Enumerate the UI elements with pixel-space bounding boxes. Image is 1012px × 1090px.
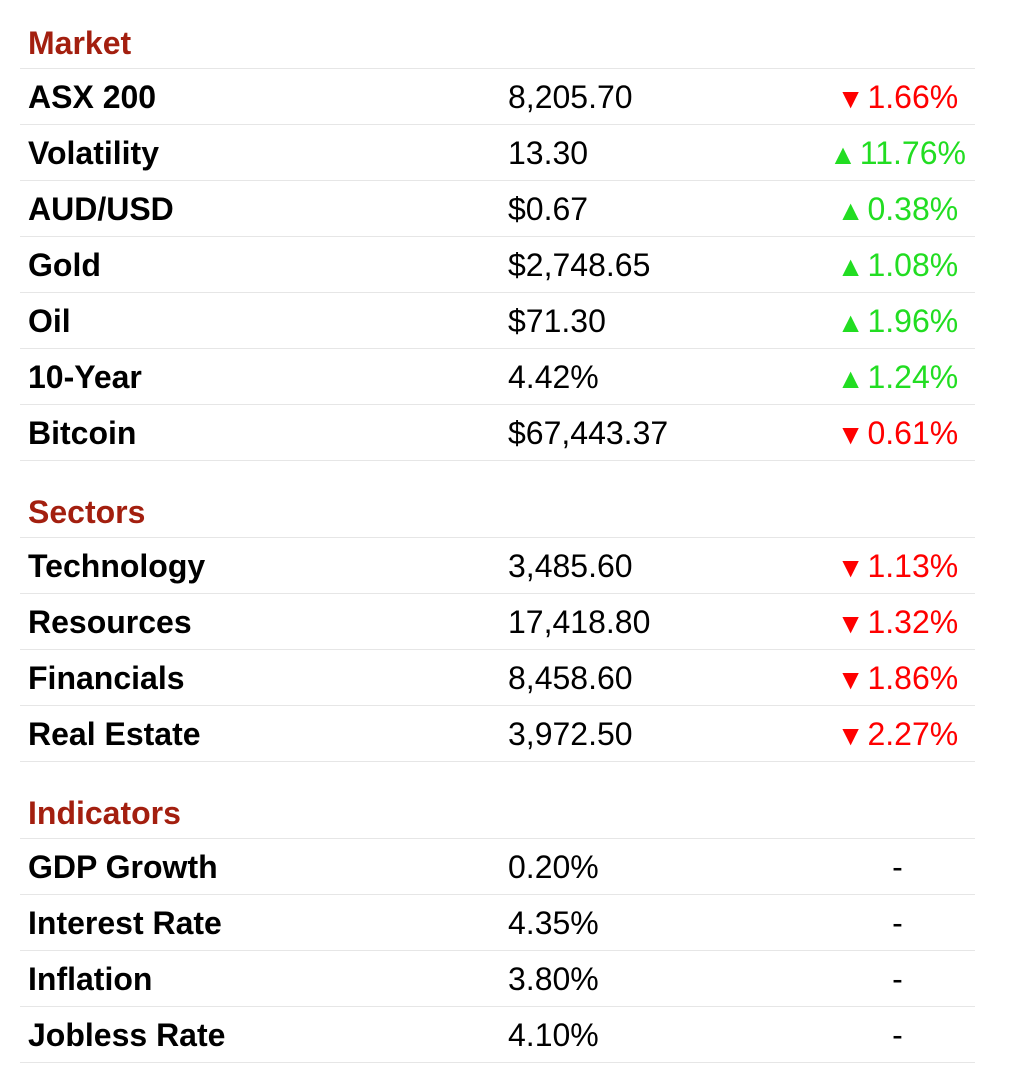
row-value: $71.30 — [508, 303, 606, 339]
table-row-resources: Resources 17,418.80 ▼1.32% — [20, 594, 975, 650]
row-value: $67,443.37 — [508, 415, 669, 451]
change-value: 0.38% — [867, 191, 959, 227]
down-arrow-icon: ▼ — [836, 83, 865, 114]
change-value: 1.32% — [867, 604, 959, 640]
change-value: 11.76% — [859, 135, 966, 171]
row-value: 8,458.60 — [508, 660, 633, 696]
table-row-bitcoin: Bitcoin $67,443.37 ▼0.61% — [20, 405, 975, 461]
row-value: 17,418.80 — [508, 604, 651, 640]
row-change: - — [892, 905, 903, 941]
up-arrow-icon: ▲ — [836, 363, 865, 394]
down-arrow-icon: ▼ — [836, 664, 865, 695]
row-name: Jobless Rate — [28, 1017, 226, 1053]
section-title-market: Market — [20, 14, 975, 69]
table-row-jobless-rate: Jobless Rate 4.10% - — [20, 1007, 975, 1063]
row-name: ASX 200 — [28, 79, 157, 115]
table-row-gdp-growth: GDP Growth 0.20% - — [20, 839, 975, 895]
section-title-sectors: Sectors — [20, 483, 975, 538]
row-change: ▲1.96% — [820, 293, 975, 348]
change-value: 0.61% — [867, 415, 959, 451]
change-value: 1.96% — [867, 303, 959, 339]
table-row-real-estate: Real Estate 3,972.50 ▼2.27% — [20, 706, 975, 762]
row-name: Interest Rate — [28, 905, 222, 941]
row-change: ▼1.66% — [820, 69, 975, 124]
up-arrow-icon: ▲ — [829, 139, 857, 170]
up-arrow-icon: ▲ — [836, 251, 865, 282]
row-value: 3,485.60 — [508, 548, 633, 584]
change-value: 1.66% — [867, 79, 959, 115]
section-market: Market ASX 200 8,205.70 ▼1.66% Volatilit… — [20, 14, 975, 461]
row-change: ▼1.13% — [820, 538, 975, 593]
row-change: - — [892, 849, 903, 885]
table-row-technology: Technology 3,485.60 ▼1.13% — [20, 538, 975, 594]
row-change: ▼1.32% — [820, 594, 975, 649]
row-name: Resources — [28, 604, 192, 640]
row-change: ▲0.38% — [820, 181, 975, 236]
table-row-oil: Oil $71.30 ▲1.96% — [20, 293, 975, 349]
row-name: Financials — [28, 660, 185, 696]
table-row-asx-200: ASX 200 8,205.70 ▼1.66% — [20, 69, 975, 125]
row-value: 4.10% — [508, 1017, 599, 1053]
table-row-interest-rate: Interest Rate 4.35% - — [20, 895, 975, 951]
market-summary-table: Market ASX 200 8,205.70 ▼1.66% Volatilit… — [20, 14, 975, 1063]
row-name: AUD/USD — [28, 191, 174, 227]
change-value: 1.86% — [867, 660, 959, 696]
row-change: - — [892, 1017, 903, 1053]
row-value: 3.80% — [508, 961, 599, 997]
change-value: 1.08% — [867, 247, 959, 283]
row-value: 13.30 — [508, 135, 589, 171]
section-title-indicators: Indicators — [20, 784, 975, 839]
table-row-gold: Gold $2,748.65 ▲1.08% — [20, 237, 975, 293]
row-name: GDP Growth — [28, 849, 218, 885]
row-change: ▼1.86% — [820, 650, 975, 705]
row-name: Gold — [28, 247, 101, 283]
row-value: 3,972.50 — [508, 716, 633, 752]
section-indicators: Indicators GDP Growth 0.20% - Interest R… — [20, 784, 975, 1063]
down-arrow-icon: ▼ — [836, 720, 865, 751]
table-row-10-year: 10-Year 4.42% ▲1.24% — [20, 349, 975, 405]
row-value: $0.67 — [508, 191, 589, 227]
row-name: Technology — [28, 548, 206, 584]
change-value: 1.13% — [867, 548, 959, 584]
row-name: Bitcoin — [28, 415, 137, 451]
down-arrow-icon: ▼ — [836, 419, 865, 450]
row-value: 0.20% — [508, 849, 599, 885]
row-name: Real Estate — [28, 716, 201, 752]
row-change: ▲1.08% — [820, 237, 975, 292]
table-row-financials: Financials 8,458.60 ▼1.86% — [20, 650, 975, 706]
row-name: Oil — [28, 303, 71, 339]
row-change: ▲1.24% — [820, 349, 975, 404]
up-arrow-icon: ▲ — [836, 195, 865, 226]
change-value: 1.24% — [867, 359, 959, 395]
table-row-aud-usd: AUD/USD $0.67 ▲0.38% — [20, 181, 975, 237]
row-value: $2,748.65 — [508, 247, 651, 283]
up-arrow-icon: ▲ — [836, 307, 865, 338]
change-value: 2.27% — [867, 716, 959, 752]
table-row-volatility: Volatility 13.30 ▲11.76% — [20, 125, 975, 181]
row-value: 8,205.70 — [508, 79, 633, 115]
row-change: ▲11.76% — [820, 125, 975, 180]
row-name: Volatility — [28, 135, 159, 171]
row-name: 10-Year — [28, 359, 142, 395]
row-value: 4.35% — [508, 905, 599, 941]
down-arrow-icon: ▼ — [836, 552, 865, 583]
row-change: - — [892, 961, 903, 997]
table-row-inflation: Inflation 3.80% - — [20, 951, 975, 1007]
section-spacer — [20, 461, 975, 483]
section-spacer — [20, 762, 975, 784]
row-change: ▼2.27% — [820, 706, 975, 761]
down-arrow-icon: ▼ — [836, 608, 865, 639]
row-change: ▼0.61% — [820, 405, 975, 460]
row-name: Inflation — [28, 961, 153, 997]
row-value: 4.42% — [508, 359, 599, 395]
section-sectors: Sectors Technology 3,485.60 ▼1.13% Resou… — [20, 483, 975, 762]
